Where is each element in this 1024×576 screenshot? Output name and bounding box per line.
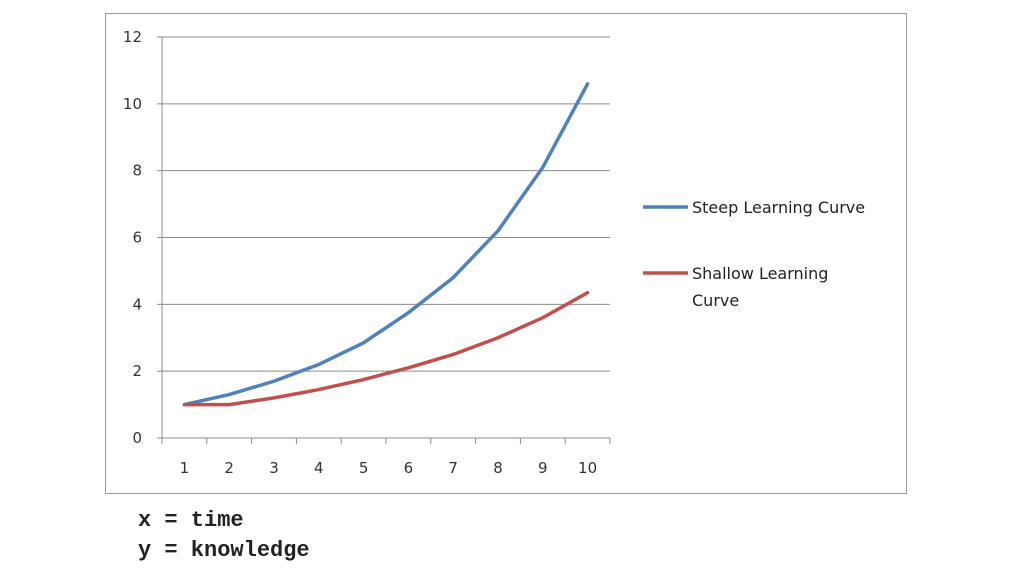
y-tick-label: 8 [132, 162, 142, 180]
y-tick-label: 2 [132, 362, 142, 380]
legend-label: Shallow Learning [692, 264, 828, 283]
y-tick-label: 6 [132, 229, 142, 247]
x-tick-label: 10 [578, 459, 597, 477]
x-tick-label: 9 [538, 459, 548, 477]
chart-frame [105, 13, 907, 494]
x-tick-label: 5 [359, 459, 369, 477]
x-tick-label: 1 [180, 459, 190, 477]
legend-item-steep: Steep Learning Curve [643, 198, 865, 217]
x-tick-label: 2 [224, 459, 234, 477]
legend-item-shallow: Shallow Learning Curve [643, 264, 828, 310]
y-axis-caption: y = knowledge [138, 538, 310, 563]
y-tick-label: 0 [132, 429, 142, 447]
legend-label: Curve [692, 291, 739, 310]
series-line-shallow [182, 290, 590, 407]
x-tick-label: 4 [314, 459, 324, 477]
x-tick-label: 8 [493, 459, 503, 477]
y-tick-label: 4 [132, 295, 142, 313]
series-line-steep [182, 82, 590, 407]
x-tick-label: 6 [404, 459, 414, 477]
x-tick-label: 7 [448, 459, 458, 477]
x-tick-label: 3 [269, 459, 279, 477]
y-tick-label: 12 [123, 28, 142, 46]
legend-label: Steep Learning Curve [692, 198, 865, 217]
x-axis-caption: x = time [138, 508, 244, 533]
y-tick-label: 10 [123, 95, 142, 113]
